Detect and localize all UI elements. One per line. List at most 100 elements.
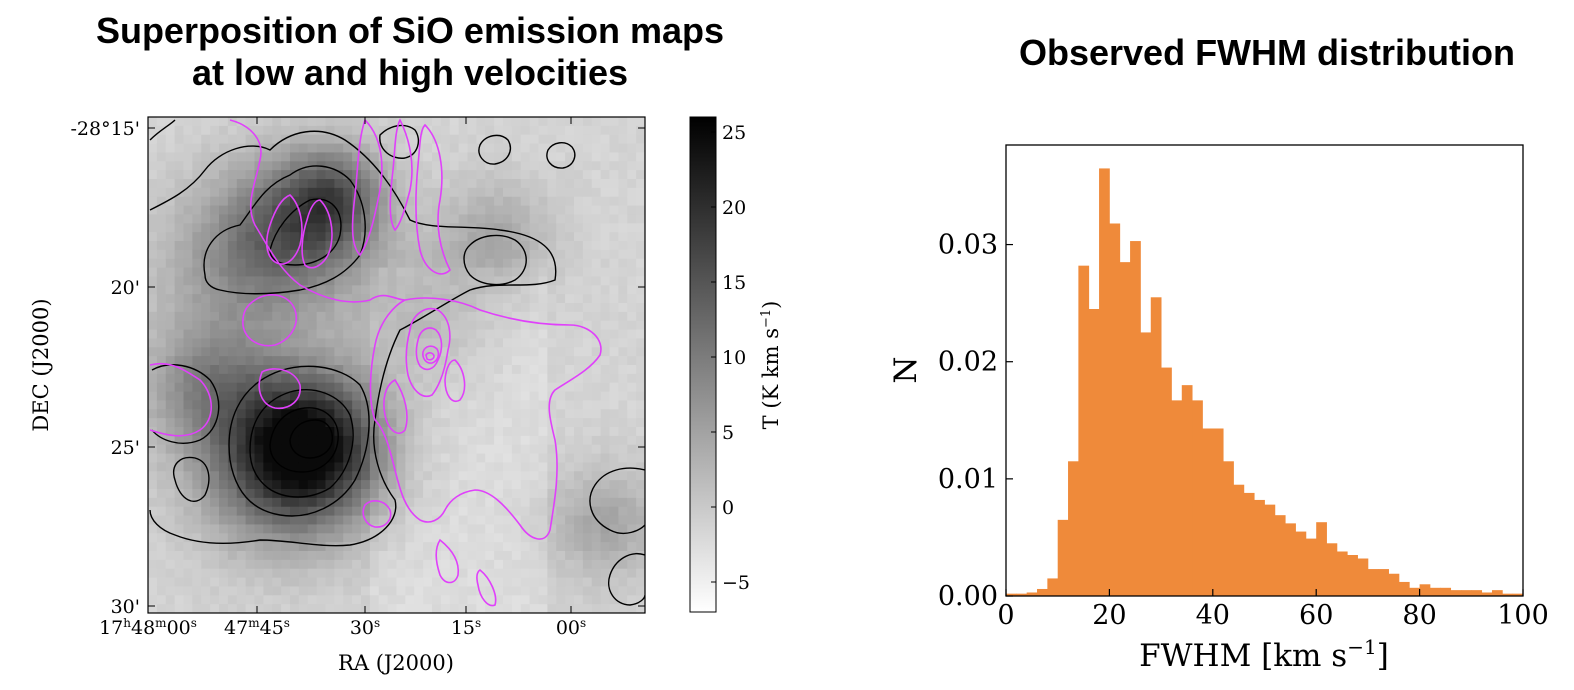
map-pixel <box>378 134 389 145</box>
map-pixel <box>307 382 318 393</box>
map-pixel <box>547 365 557 375</box>
map-pixel <box>298 205 309 216</box>
map-pixel <box>361 435 371 446</box>
map-pixel <box>272 143 282 154</box>
map-pixel <box>148 435 158 446</box>
map-pixel <box>174 365 185 375</box>
map-pixel <box>219 489 229 499</box>
map-pixel <box>627 444 637 455</box>
map-pixel <box>503 559 513 570</box>
map-pixel <box>156 143 167 154</box>
map-pixel <box>494 604 504 613</box>
map-pixel <box>298 356 309 366</box>
map-pixel <box>547 480 557 490</box>
map-pixel <box>582 205 593 216</box>
map-pixel <box>227 249 238 260</box>
map-pixel <box>503 586 513 596</box>
map-pixel <box>334 480 344 490</box>
map-pixel <box>156 444 167 455</box>
map-pixel <box>290 161 300 171</box>
map-pixel <box>432 241 442 251</box>
map-pixel <box>272 356 282 366</box>
map-pixel <box>298 453 309 464</box>
map-pixel <box>636 427 645 437</box>
map-pixel <box>636 134 645 145</box>
map-pixel <box>174 524 185 534</box>
map-pixel <box>298 329 309 340</box>
map-pixel <box>201 435 211 446</box>
map-pixel <box>494 258 504 269</box>
map-pixel <box>298 382 309 393</box>
map-pixel <box>201 533 211 543</box>
map-pixel <box>369 303 380 313</box>
map-pixel <box>325 303 335 313</box>
map-pixel <box>449 497 460 508</box>
map-pixel <box>520 391 531 402</box>
map-pixel <box>423 152 433 162</box>
map-pixel <box>574 489 584 499</box>
map-pixel <box>156 187 167 198</box>
map-pixel <box>414 480 424 490</box>
map-pixel <box>440 524 451 534</box>
map-pixel <box>467 170 477 180</box>
map-pixel <box>485 427 495 437</box>
map-pixel <box>591 365 602 375</box>
map-pixel <box>600 462 611 472</box>
map-pixel <box>210 179 220 189</box>
map-pixel <box>174 249 185 260</box>
map-pixel <box>591 497 602 508</box>
map-pixel <box>494 338 504 348</box>
map-pixel <box>325 205 335 216</box>
map-pixel <box>245 506 256 517</box>
map-pixel <box>636 462 645 472</box>
map-pixel <box>165 506 176 517</box>
map-pixel <box>192 480 202 490</box>
map-pixel <box>396 453 406 464</box>
map-pixel <box>378 568 389 579</box>
map-pixel <box>325 170 335 180</box>
map-pixel <box>361 320 371 331</box>
map-pixel <box>582 338 593 348</box>
black-contour-east-edge <box>589 467 645 534</box>
map-pixel <box>565 294 575 304</box>
map-pixel <box>219 249 229 260</box>
map-pixel <box>236 365 247 375</box>
map-pixel <box>547 506 557 517</box>
map-pixel <box>245 117 256 127</box>
map-pixel <box>156 338 167 348</box>
map-pixel <box>556 205 566 216</box>
map-pixel <box>298 125 309 136</box>
map-pixel <box>600 196 611 207</box>
map-pixel <box>600 577 611 588</box>
map-pixel <box>591 586 602 596</box>
map-pixel <box>343 489 353 499</box>
map-pixel <box>467 205 477 216</box>
map-pixel <box>440 462 451 472</box>
map-pixel <box>281 125 291 136</box>
map-pixel <box>298 214 309 224</box>
map-pixel <box>432 533 442 543</box>
map-pixel <box>183 187 193 198</box>
map-pixel <box>281 542 291 552</box>
map-pixel <box>485 170 495 180</box>
map-pixel <box>565 568 575 579</box>
map-pixel <box>254 214 264 224</box>
map-pixel <box>369 453 380 464</box>
map-pixel <box>272 179 282 189</box>
map-pixel <box>538 285 548 295</box>
map-pixel <box>609 533 619 543</box>
map-pixel <box>236 258 247 269</box>
map-pixel <box>165 595 176 605</box>
map-pixel <box>156 418 167 428</box>
map-pixel <box>636 604 645 613</box>
map-pixel <box>529 241 540 251</box>
map-pixel <box>520 329 531 340</box>
map-pixel <box>432 267 442 278</box>
map-pixel <box>414 489 424 499</box>
map-pixel <box>511 542 522 552</box>
map-pixel <box>361 179 371 189</box>
map-pixel <box>352 391 362 402</box>
map-pixel <box>210 143 220 154</box>
map-pixel <box>520 152 531 162</box>
map-pixel <box>476 418 486 428</box>
